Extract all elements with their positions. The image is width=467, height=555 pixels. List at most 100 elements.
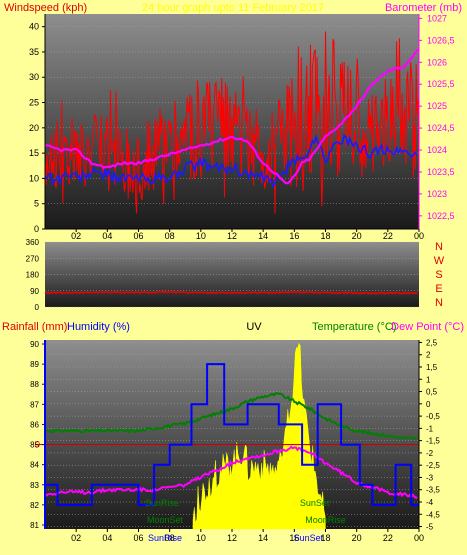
wind-tick-label: 5 xyxy=(34,199,39,209)
hour-tick-label: 08 xyxy=(165,533,175,543)
baro-tick-labels: 1022,5 1023 1023,5 1024 1024,5 1025 1025,5 1026… xyxy=(418,13,455,229)
hour-tick-label: 04 xyxy=(102,231,112,241)
wind-tick-label: 35 xyxy=(29,47,39,57)
wind-tick-label: 15 xyxy=(29,148,39,158)
direction-tick-label: 0 xyxy=(35,303,40,312)
baro-tick-label: 1026 xyxy=(427,57,447,67)
hour-tick-label: 12 xyxy=(227,533,237,543)
direction-tick-label: 270 xyxy=(26,254,40,263)
temp-tick-label: 2 xyxy=(426,351,431,360)
humidity-tick-label: 83 xyxy=(30,481,39,490)
temp-tick-label: -1 xyxy=(426,424,434,433)
compass-label: W xyxy=(434,255,445,267)
hour-tick-label: 20 xyxy=(352,231,362,241)
hour-tick-label: 14 xyxy=(258,533,268,543)
rainfall-zero-label: 0 xyxy=(35,440,40,450)
baro-tick-label: 1025 xyxy=(427,101,447,111)
baro-tick-label: 1027 xyxy=(427,13,447,23)
baro-tick-label: 1023 xyxy=(427,189,447,199)
sunrise-label: SunRise xyxy=(145,498,179,508)
sunset-label: SunSet xyxy=(294,533,324,543)
hour-tick-label: 02 xyxy=(71,231,81,241)
humidity-axis-title: Humidity (%) xyxy=(67,321,130,333)
temp-tick-label: -4,5 xyxy=(426,510,440,519)
dewpoint-line xyxy=(44,445,418,500)
direction-series xyxy=(44,290,418,295)
hour-tick-label: 00 xyxy=(414,533,424,543)
wind-tick-label: 0 xyxy=(34,224,39,234)
wind-tick-label: 40 xyxy=(29,22,39,32)
wind-axis-title: Windspeed (kph) xyxy=(4,2,87,14)
wind-tick-label: 30 xyxy=(29,72,39,82)
humidity-tick-label: 90 xyxy=(30,340,39,349)
hour-tick-label: 12 xyxy=(227,231,237,241)
direction-tick-label: 360 xyxy=(26,238,40,247)
humidity-tick-label: 85 xyxy=(30,441,39,450)
temp-tick-label: -1,5 xyxy=(426,437,440,446)
temp-tick-labels: 2,5 2 1,5 1 0,5 0 -0,5 -1 -1,5 -2 -2,5 -3 -3,5 -4 -4,5… xyxy=(419,338,440,532)
compass-label: N xyxy=(435,241,443,253)
hour-tick-label: 16 xyxy=(289,231,299,241)
hour-tick-label: 08 xyxy=(165,231,175,241)
hour-tick-label: 10 xyxy=(196,231,206,241)
humidity-tick-label: 88 xyxy=(30,380,39,389)
hour-tick-label: 06 xyxy=(133,231,143,241)
hour-tick-label: 00 xyxy=(414,231,424,241)
hour-tick-label: 06 xyxy=(133,533,143,543)
hour-tick-label: 10 xyxy=(196,533,206,543)
moonset-label: MoonSet xyxy=(147,515,184,525)
temp-hum-series xyxy=(36,342,419,530)
temp-tick-label: -5 xyxy=(426,523,434,532)
temp-tick-label: -3 xyxy=(426,473,434,482)
baro-tick-label: 1024 xyxy=(427,145,447,155)
hour-tick-label: 20 xyxy=(352,533,362,543)
direction-tick-label: 180 xyxy=(26,271,40,280)
hour-tick-label: 16 xyxy=(289,533,299,543)
wind-tick-labels: 0 5 10 15 20 25 30 35 40 xyxy=(29,22,45,234)
hour-tick-label: 18 xyxy=(320,533,330,543)
hour-tick-label: 22 xyxy=(383,231,393,241)
compass-label: N xyxy=(435,297,443,309)
humidity-tick-label: 89 xyxy=(30,360,39,369)
wind-tick-label: 10 xyxy=(29,173,39,183)
temp-tick-label: 1 xyxy=(426,375,431,384)
average-wind-line xyxy=(44,133,418,189)
temperature-axis-title: Temperature (°C) xyxy=(312,321,396,333)
temp-tick-label: -0,5 xyxy=(426,412,440,421)
direction-grid xyxy=(45,241,419,308)
compass-label: S xyxy=(435,269,442,281)
humidity-tick-label: 87 xyxy=(30,400,39,409)
astronomy-events: SunRise SunSet MoonSet MoonRise SunRise SunSe… xyxy=(145,498,346,543)
moonrise-label: MoonRise xyxy=(305,515,346,525)
humidity-tick-labels: 81 82 83 84 85 86 87 88 89 90 xyxy=(30,340,45,530)
uv-axis-title: UV xyxy=(246,321,262,333)
temp-tick-label: 1,5 xyxy=(426,363,438,372)
sunrise-label: SunRise xyxy=(148,533,182,543)
temp-tick-label: 2,5 xyxy=(426,338,438,347)
windspeed-line xyxy=(44,31,420,214)
baro-tick-label: 1024,5 xyxy=(427,123,455,133)
hour-tick-label: 18 xyxy=(320,231,330,241)
humidity-tick-label: 81 xyxy=(30,521,39,530)
barometer-line xyxy=(44,48,420,185)
baro-tick-label: 1026,5 xyxy=(427,35,455,45)
compass-label: E xyxy=(435,283,442,295)
temp-tick-label: -3,5 xyxy=(426,486,440,495)
graph-title: 24 hour graph upto 11 February 2017 xyxy=(142,2,324,14)
wind-baro-series xyxy=(44,31,420,214)
direction-tick-label: 90 xyxy=(30,287,39,296)
wind-tick-label: 20 xyxy=(29,123,39,133)
rainfall-axis-title: Rainfall (mm) xyxy=(2,321,67,333)
baro-tick-label: 1022,5 xyxy=(427,211,455,221)
direction-tick-labels: 0 90 180 270 360 xyxy=(26,238,40,312)
dewpoint-axis-title: Dew Point (°C) xyxy=(391,321,464,333)
wind-hour-labels: 02 04 06 08 10 12 14 16 18 20 22 00 xyxy=(71,229,424,241)
hour-tick-label: 04 xyxy=(102,533,112,543)
temperature-line xyxy=(44,392,418,441)
wind-direction-line xyxy=(44,290,418,295)
humidity-tick-label: 86 xyxy=(30,420,39,429)
humidity-line xyxy=(45,363,419,506)
